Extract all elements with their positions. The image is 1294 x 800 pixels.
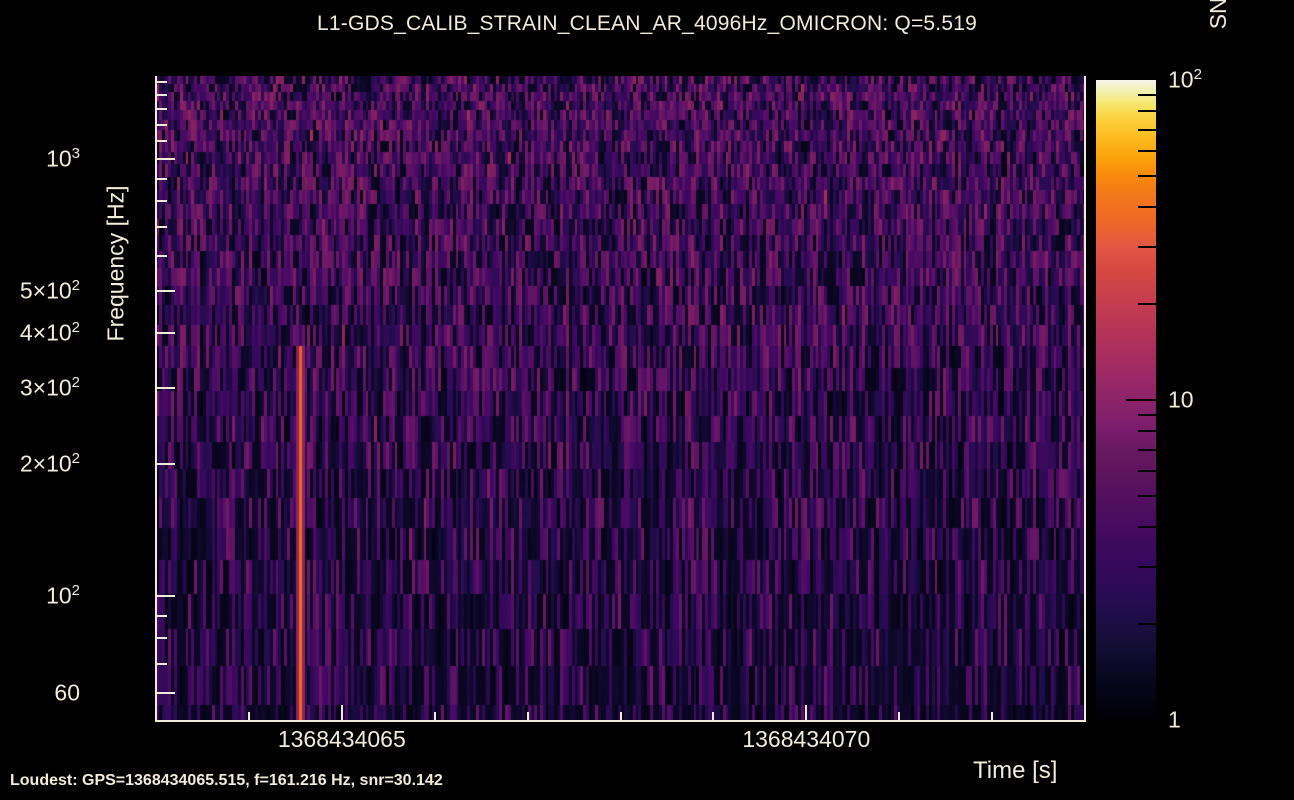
colorbar-minor-tick [1138,448,1156,451]
colorbar-minor-tick [1138,246,1156,249]
spectrogram-image [156,76,1085,720]
colorbar-minor-tick [1138,206,1156,209]
y-major-tick [157,463,175,466]
colorbar-minor-tick [1138,430,1156,432]
y-minor-tick [157,662,167,665]
page-title: L1-GDS_CALIB_STRAIN_CLEAN_AR_4096Hz_OMIC… [317,12,977,35]
x-major-tick [340,705,343,721]
x-minor-tick [619,712,622,721]
y-tick-label: 103 [46,144,80,172]
y-minor-tick [157,637,167,640]
x-axis-title: Time [s] [973,757,1058,784]
colorbar-minor-tick [1138,566,1156,569]
y-major-tick [157,289,175,292]
x-axis-line [155,720,1086,722]
y-tick-label: 60 [54,679,80,706]
y-minor-tick [157,140,167,143]
colorbar-minor-tick [1138,495,1156,498]
y-tick-label: 3×102 [19,373,80,401]
y-tick-label: 5×102 [19,276,80,304]
x-minor-tick [898,712,901,721]
colorbar-minor-tick [1138,302,1156,305]
right-axis-line [1084,76,1086,722]
colorbar-tick-label: 1 [1168,706,1181,733]
x-minor-tick [1084,712,1086,721]
colorbar-minor-tick [1138,413,1156,416]
x-major-tick [805,705,808,721]
colorbar-title: SNR [1205,0,1231,30]
x-minor-tick [433,712,436,721]
y-major-tick [157,691,175,694]
y-axis-title: Frequency [Hz] [102,185,129,342]
colorbar-minor-tick [1138,175,1156,178]
x-minor-tick [991,712,994,721]
colorbar-minor-tick [1138,93,1156,96]
colorbar-tick-label: 10 [1168,386,1194,413]
x-minor-tick [526,712,529,721]
colorbar-minor-tick [1138,128,1156,131]
y-minor-tick [157,225,167,228]
colorbar-major-tick [1126,399,1156,401]
y-major-tick [157,386,175,389]
y-minor-tick [157,108,167,111]
y-tick-label: 2×102 [19,450,80,477]
spectrogram-panel[interactable] [156,76,1085,720]
y-tick-label: 4×102 [19,318,80,346]
y-minor-tick [157,255,167,258]
y-major-tick [157,594,175,597]
y-major-tick [157,331,175,334]
colorbar-minor-tick [1138,469,1156,472]
x-minor-tick [247,712,250,721]
colorbar-minor-tick [1138,149,1156,152]
y-minor-tick [157,94,167,97]
colorbar-tick-label: 102 [1168,65,1202,93]
loudest-event-caption: Loudest: GPS=1368434065.515, f=161.216 H… [10,772,443,789]
colorbar-minor-tick [1138,622,1156,625]
y-minor-tick [157,81,167,84]
colorbar-minor-tick [1138,110,1156,112]
y-minor-tick [157,614,167,617]
x-tick-label: 1368434065 [277,726,406,752]
colorbar-minor-tick [1138,526,1156,529]
y-minor-tick [157,123,167,126]
y-major-tick [157,158,175,161]
x-tick-label: 1368434070 [742,726,871,752]
y-tick-label: 102 [46,581,80,609]
y-minor-tick [157,200,167,203]
y-axis-line [155,76,157,722]
x-minor-tick [712,712,715,721]
y-minor-tick [157,178,167,181]
